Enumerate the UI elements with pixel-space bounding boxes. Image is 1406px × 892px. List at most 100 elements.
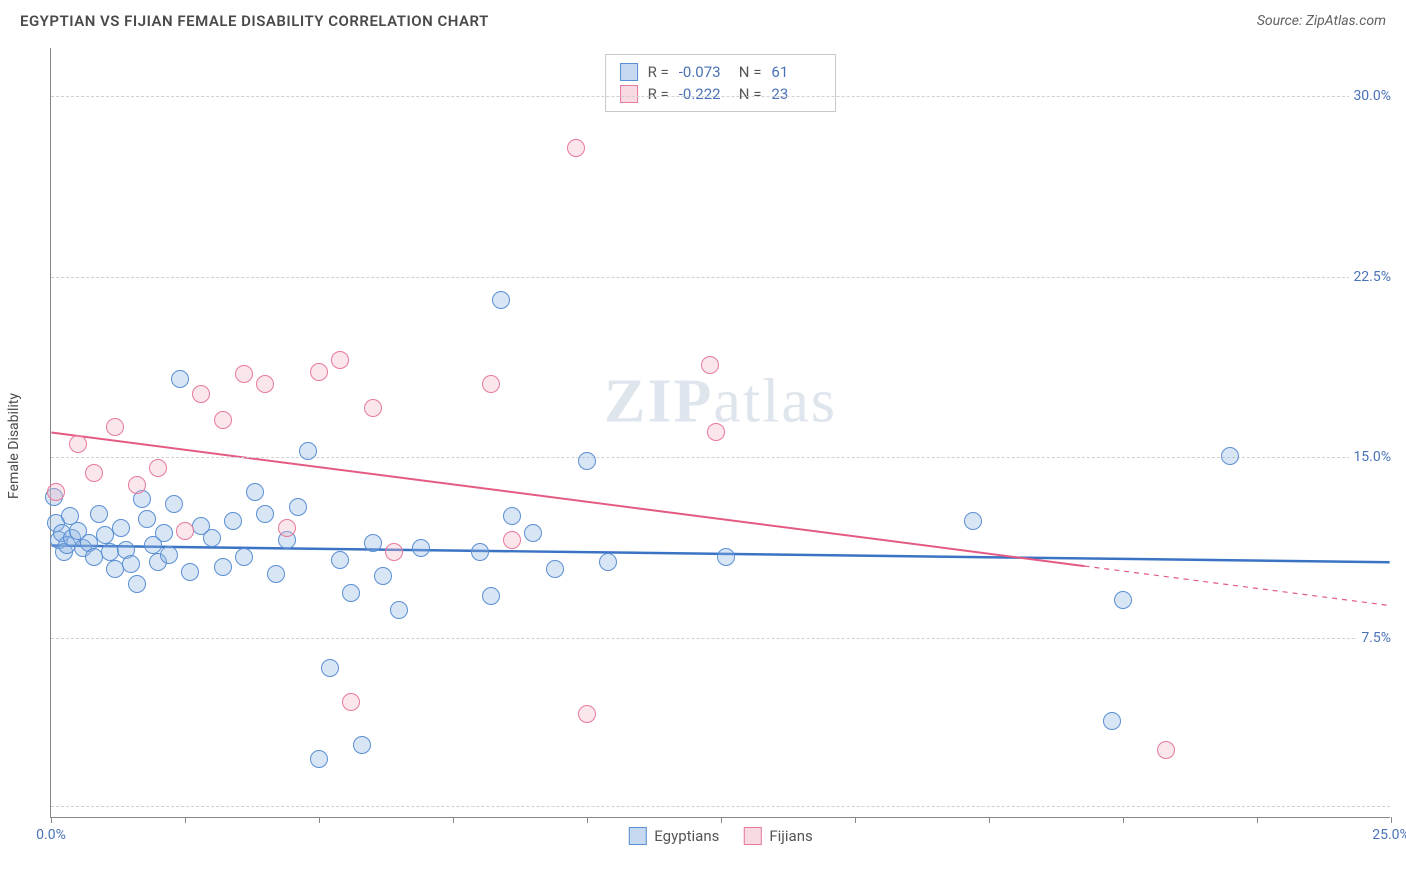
stat-n-value: 61 [771,63,821,81]
y-axis-label: Female Disability [6,393,22,499]
data-point [412,539,430,557]
data-point [546,560,564,578]
data-point [299,442,317,460]
data-point [128,476,146,494]
stat-r-value: -0.222 [679,85,729,103]
x-tick [721,817,722,823]
gridline [51,277,1390,278]
data-point [578,452,596,470]
x-tick [1391,817,1392,823]
data-point [321,659,339,677]
data-point [578,705,596,723]
gridline [51,96,1390,97]
data-point [235,548,253,566]
data-point [503,507,521,525]
data-point [364,534,382,552]
x-tick [1257,817,1258,823]
data-point [160,546,178,564]
series-swatch [620,63,638,81]
data-point [374,567,392,585]
data-point [90,505,108,523]
correlation-stats-box: R =-0.073N =61R =-0.222N =23 [605,54,837,112]
data-point [471,543,489,561]
x-tick [319,817,320,823]
legend-item: Egyptians [628,827,719,845]
data-point [101,543,119,561]
data-point [331,551,349,569]
gridline [51,457,1390,458]
data-point [353,736,371,754]
x-tick-label: 0.0% [36,827,66,843]
data-point [331,351,349,369]
data-point [85,464,103,482]
legend-label: Egyptians [654,827,719,845]
x-tick [51,817,52,823]
data-point [964,512,982,530]
stat-n-label: N = [739,63,762,81]
data-point [1103,712,1121,730]
data-point [155,524,173,542]
x-tick [1123,817,1124,823]
data-point [235,365,253,383]
series-swatch [620,85,638,103]
data-point [122,555,140,573]
data-point [482,587,500,605]
scatter-chart: ZIPatlas R =-0.073N =61R =-0.222N =23 Eg… [50,48,1390,818]
data-point [112,519,130,537]
x-tick [855,817,856,823]
data-point [69,435,87,453]
data-point [176,522,194,540]
x-tick-label: 25.0% [1372,827,1406,843]
legend-swatch [743,827,761,845]
data-point [128,575,146,593]
data-point [138,510,156,528]
data-point [256,375,274,393]
stat-r-label: R = [648,63,669,81]
data-point [1221,447,1239,465]
legend-swatch [628,827,646,845]
data-point [106,418,124,436]
data-point [482,375,500,393]
data-point [192,385,210,403]
data-point [203,529,221,547]
data-point [47,483,65,501]
x-tick [453,817,454,823]
x-tick [989,817,990,823]
y-tick-label: 15.0% [1349,449,1395,465]
x-tick [185,817,186,823]
stats-row: R = -0.073 N = 61 [620,61,822,83]
data-point [289,498,307,516]
data-point [310,363,328,381]
gridline [51,638,1390,639]
data-point [246,483,264,501]
stat-n-label: N = [739,85,762,103]
data-point [1157,741,1175,759]
data-point [599,553,617,571]
data-point [492,291,510,309]
data-point [364,399,382,417]
data-point [256,505,274,523]
stats-row: R =-0.222N =23 [620,83,822,105]
legend-item: Fijians [743,827,812,845]
gridline [51,806,1390,807]
data-point [701,356,719,374]
y-tick-label: 30.0% [1349,88,1395,104]
y-tick-label: 7.5% [1357,630,1395,646]
stat-r-label: R = [648,85,669,103]
data-point [503,531,521,549]
data-point [567,139,585,157]
data-point [385,543,403,561]
data-point [181,563,199,581]
data-point [267,565,285,583]
legend-label: Fijians [769,827,812,845]
chart-title: EGYPTIAN VS FIJIAN FEMALE DISABILITY COR… [20,12,489,30]
data-point [390,601,408,619]
y-tick-label: 22.5% [1349,269,1395,285]
stat-r-value: -0.073 [679,63,729,81]
data-point [214,411,232,429]
series-legend: Egyptians Fijians [628,827,812,845]
source-attribution: Source: ZipAtlas.com [1257,13,1386,29]
x-tick [587,817,588,823]
data-point [524,524,542,542]
data-point [1114,591,1132,609]
